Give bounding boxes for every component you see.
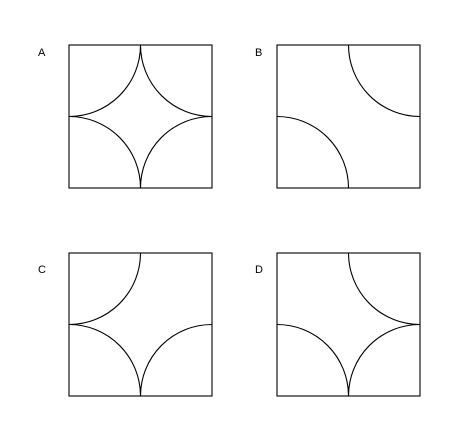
panel-c-label: C xyxy=(38,264,46,276)
panel-a-arc-bottom-left xyxy=(68,115,142,189)
panel-b-label: B xyxy=(255,47,263,59)
panel-c-arc-top-left xyxy=(68,252,142,326)
panel-d-arc-bottom-left xyxy=(276,323,350,397)
panel-c-arc-bottom-right xyxy=(139,323,213,397)
panel-c-square xyxy=(68,252,213,397)
panel-d-arc-bottom-right xyxy=(347,323,421,397)
panel-d-figure xyxy=(276,252,421,397)
panel-a-arc-top-right xyxy=(139,44,213,118)
panel-d-square xyxy=(276,252,421,397)
panel-b-figure xyxy=(276,44,421,189)
panel-a-label: A xyxy=(38,47,46,59)
panel-b-square xyxy=(276,44,421,189)
panel-c-arc-bottom-left xyxy=(68,323,142,397)
panel-c-figure xyxy=(68,252,213,397)
panel-d-arc-top-right xyxy=(347,252,421,326)
panel-b-arc-bottom-left xyxy=(276,115,350,189)
panel-a-figure xyxy=(68,44,213,189)
panel-a-square xyxy=(68,44,213,189)
panel-b-arc-top-right xyxy=(347,44,421,118)
panel-a-arc-top-left xyxy=(68,44,142,118)
panel-a-arc-bottom-right xyxy=(139,115,213,189)
panel-d-label: D xyxy=(255,264,263,276)
